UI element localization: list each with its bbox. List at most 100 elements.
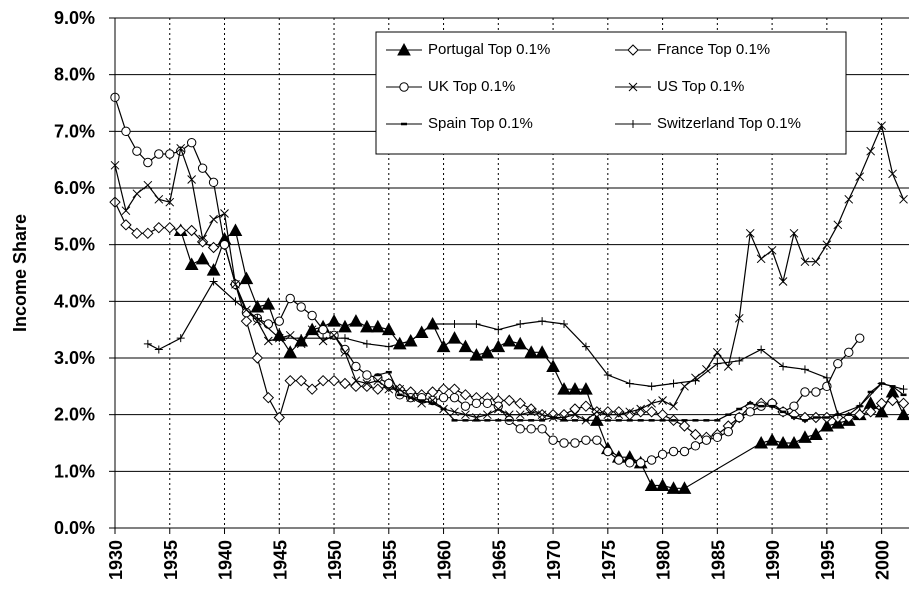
marker — [656, 408, 669, 421]
marker — [209, 214, 218, 224]
marker — [397, 42, 411, 56]
marker — [559, 438, 569, 448]
marker — [833, 410, 842, 419]
marker — [833, 358, 843, 369]
series — [173, 223, 909, 494]
marker — [406, 337, 415, 345]
marker — [503, 394, 515, 407]
marker — [668, 446, 679, 457]
marker — [428, 320, 437, 328]
marker — [645, 406, 658, 418]
marker — [143, 339, 152, 348]
marker — [635, 458, 646, 468]
marker — [196, 236, 209, 248]
marker — [866, 146, 876, 156]
marker — [625, 458, 635, 468]
marker — [844, 194, 854, 204]
marker — [899, 194, 908, 204]
marker — [570, 410, 580, 420]
series — [374, 370, 907, 422]
marker — [450, 407, 459, 417]
marker — [657, 449, 668, 460]
marker — [669, 379, 678, 388]
marker — [581, 435, 591, 445]
marker — [472, 320, 481, 328]
marker — [629, 120, 637, 128]
marker — [121, 206, 131, 216]
marker — [449, 392, 460, 403]
y-axis-label: Income Share — [10, 214, 30, 332]
marker — [734, 313, 744, 323]
marker — [854, 408, 866, 421]
marker — [765, 433, 779, 446]
marker — [800, 257, 810, 267]
marker — [372, 383, 384, 395]
marker — [745, 228, 755, 238]
y-tick-label: 8.0% — [54, 65, 95, 85]
marker — [614, 455, 624, 465]
marker — [877, 379, 886, 388]
marker — [888, 169, 897, 179]
marker — [471, 398, 482, 409]
marker — [855, 172, 865, 182]
marker — [307, 325, 317, 335]
marker — [275, 334, 284, 343]
marker — [263, 336, 273, 346]
marker — [568, 382, 582, 395]
marker — [526, 407, 536, 417]
legend-label: US Top 0.1% — [657, 78, 744, 95]
marker — [274, 316, 284, 326]
marker — [592, 407, 602, 417]
legend-label: UK Top 0.1% — [428, 78, 515, 95]
marker — [438, 392, 449, 403]
marker — [712, 432, 723, 443]
marker — [340, 334, 349, 343]
marker — [525, 403, 537, 415]
x-tick-label: 1955 — [380, 540, 400, 580]
marker — [745, 407, 755, 417]
marker — [360, 319, 374, 333]
marker — [646, 455, 657, 465]
marker — [734, 412, 744, 423]
marker — [198, 234, 207, 244]
marker — [349, 314, 363, 327]
marker — [628, 82, 638, 92]
y-tick-label: 7.0% — [54, 121, 95, 141]
marker — [679, 446, 690, 457]
marker — [625, 379, 634, 388]
marker — [361, 380, 373, 393]
marker — [809, 427, 823, 440]
marker — [864, 406, 877, 418]
marker — [373, 376, 383, 386]
marker — [450, 320, 459, 328]
marker — [701, 435, 712, 445]
x-tick-label: 1965 — [489, 540, 509, 580]
legend-label: France Top 0.1% — [657, 41, 770, 58]
marker — [132, 189, 142, 199]
marker — [502, 333, 517, 347]
marker — [800, 365, 809, 374]
marker — [513, 336, 528, 350]
x-tick-label: 1945 — [270, 540, 290, 580]
marker — [283, 345, 298, 358]
y-tick-label: 1.0% — [54, 461, 95, 481]
marker — [240, 315, 253, 327]
y-tick-label: 2.0% — [54, 405, 95, 425]
marker — [176, 143, 186, 153]
x-tick-label: 1935 — [161, 540, 181, 580]
marker — [143, 180, 153, 190]
marker — [483, 410, 492, 420]
series — [109, 196, 909, 444]
marker — [655, 478, 670, 491]
marker — [186, 137, 197, 148]
marker — [209, 277, 218, 286]
marker — [877, 121, 886, 131]
marker — [461, 410, 470, 420]
marker — [154, 345, 163, 354]
marker — [153, 221, 165, 234]
marker — [206, 263, 221, 276]
marker — [143, 157, 153, 168]
marker — [690, 441, 701, 451]
marker — [362, 379, 372, 388]
marker — [184, 257, 199, 270]
